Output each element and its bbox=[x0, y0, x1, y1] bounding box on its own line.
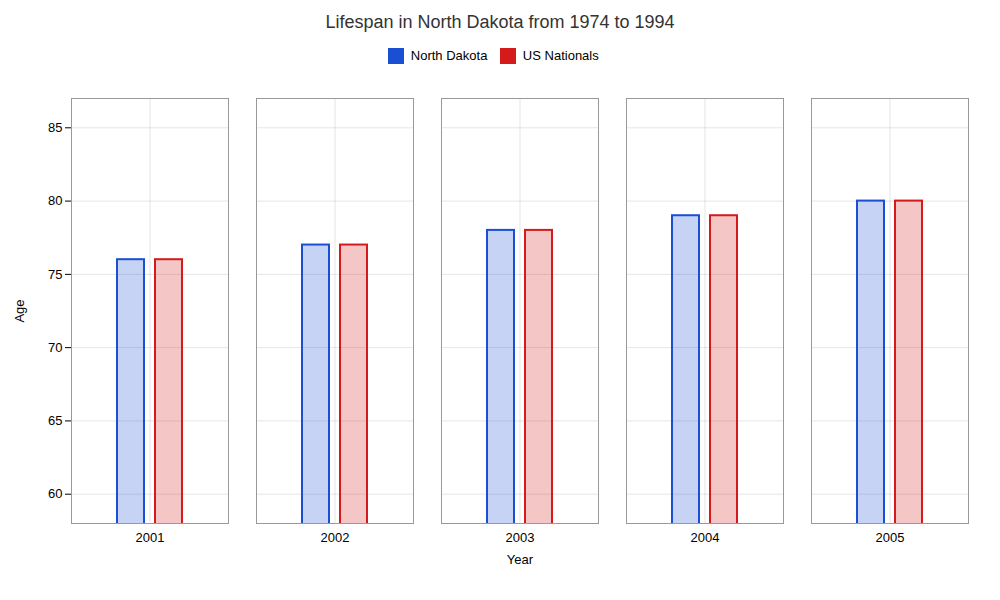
svg-text:2001: 2001 bbox=[136, 529, 165, 544]
svg-text:2004: 2004 bbox=[691, 529, 720, 544]
svg-text:2005: 2005 bbox=[876, 529, 905, 544]
svg-text:60: 60 bbox=[48, 486, 62, 501]
html-text:North Dakota: North Dakota bbox=[410, 48, 488, 63]
svg-text:70: 70 bbox=[48, 339, 62, 354]
svg-text:2002: 2002 bbox=[321, 529, 350, 544]
svg-text:Age: Age bbox=[12, 299, 27, 322]
svg-text:80: 80 bbox=[48, 193, 62, 208]
svg-text:65: 65 bbox=[48, 413, 62, 428]
html-text:US Nationals: US Nationals bbox=[522, 48, 599, 63]
html-text:Lifespan in North Dakota from: Lifespan in North Dakota from 1974 to 19… bbox=[325, 12, 675, 32]
svg-text:75: 75 bbox=[48, 266, 62, 281]
svg-text:2003: 2003 bbox=[506, 529, 535, 544]
svg-text:Year: Year bbox=[507, 551, 534, 566]
svg-text:85: 85 bbox=[48, 119, 62, 134]
